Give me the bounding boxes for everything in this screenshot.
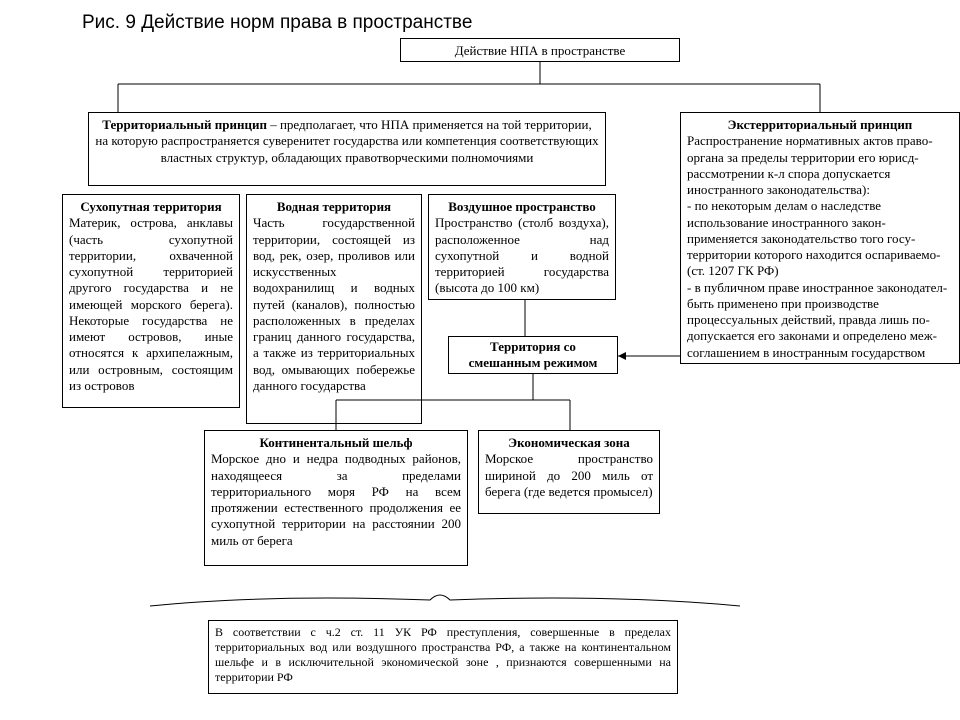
node-root-label: Действие НПА в пространстве — [455, 43, 626, 58]
node-air-body: Пространство (столб воздуха), расположен… — [435, 215, 609, 295]
node-econ-body: Морское пространство шириной до 200 миль… — [485, 451, 653, 499]
node-land-body: Материк, острова, анклавы (часть сухопут… — [69, 215, 233, 393]
node-air-title: Воздушное пространство — [435, 199, 609, 215]
node-territorial: Территориальный принцип – предполагает, … — [88, 112, 606, 186]
node-footnote: В соответствии с ч.2 ст. 11 УК РФ престу… — [208, 620, 678, 694]
node-land: Сухопутная территория Материк, острова, … — [62, 194, 240, 408]
node-shelf: Континентальный шельф Морское дно и недр… — [204, 430, 468, 566]
figure-title: Рис. 9 Действие норм права в пространств… — [82, 12, 472, 34]
node-shelf-title: Континентальный шельф — [211, 435, 461, 451]
node-extraterritorial-body: Распространение нормативных актов право-… — [687, 133, 947, 359]
node-footnote-body: В соответствии с ч.2 ст. 11 УК РФ престу… — [215, 625, 671, 684]
node-air: Воздушное пространство Пространство (сто… — [428, 194, 616, 300]
node-territorial-title: Территориальный принцип — [102, 117, 267, 132]
node-econ: Экономическая зона Морское пространство … — [478, 430, 660, 514]
node-extraterritorial: Экстерриториальный принцип Распространен… — [680, 112, 960, 364]
node-extraterritorial-title: Экстерриториальный принцип — [687, 117, 953, 133]
node-mixed: Территория со смешанным режимом — [448, 336, 618, 374]
node-land-title: Сухопутная территория — [69, 199, 233, 215]
node-shelf-body: Морское дно и недра подводных районов, н… — [211, 451, 461, 547]
node-root: Действие НПА в пространстве — [400, 38, 680, 62]
node-mixed-title: Территория со смешанным режимом — [455, 339, 611, 372]
node-water: Водная территория Часть государственной … — [246, 194, 422, 424]
node-econ-title: Экономическая зона — [485, 435, 653, 451]
node-water-body: Часть государственной территории, состоя… — [253, 215, 415, 393]
node-water-title: Водная территория — [253, 199, 415, 215]
